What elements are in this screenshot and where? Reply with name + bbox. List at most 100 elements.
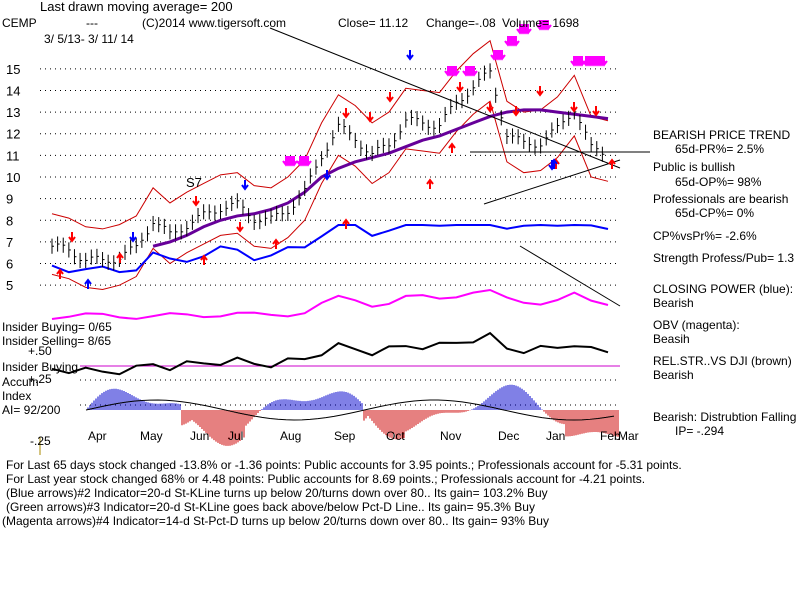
x-tick-label: Sep xyxy=(334,429,356,443)
accum-label: Accum xyxy=(2,375,39,389)
footer-line-2: For Last year stock changed 68% or 4.48 … xyxy=(6,472,646,486)
y-tick-label: 15 xyxy=(6,62,20,77)
volume-value: Volume= 1698 xyxy=(502,16,580,30)
y-tick-label: 13 xyxy=(6,105,20,120)
sell-arrow xyxy=(304,156,312,167)
insider-buying: Insider Buying= 0/65 xyxy=(2,320,112,334)
x-tick-label: Jan xyxy=(546,429,565,443)
index-label: Index xyxy=(2,389,32,403)
x-tick-label: Feb xyxy=(600,429,621,443)
buy-arrow xyxy=(550,158,558,169)
buy-arrow xyxy=(84,278,92,289)
sell-arrow xyxy=(192,196,200,207)
ma-200-line xyxy=(152,108,609,248)
footer-line-1: For Last 65 days stock changed -13.8% or… xyxy=(6,458,682,472)
change-value: Change=-.08 xyxy=(426,16,496,30)
grid-dots xyxy=(40,68,620,406)
insider-buying-2: Insider Buying xyxy=(2,360,79,374)
price-bars xyxy=(51,63,605,271)
sell-arrow xyxy=(290,156,298,167)
buy-arrow xyxy=(272,238,280,249)
sell-arrow xyxy=(129,232,137,243)
buy-arrow xyxy=(448,142,456,153)
x-tick-label: May xyxy=(140,429,163,443)
sell-arrow xyxy=(536,86,544,97)
ticker: CEMP xyxy=(2,16,37,30)
y-tick-label: 6 xyxy=(6,257,13,272)
pr-value: 65d-PR%= 2.5% xyxy=(675,142,765,156)
professionals-label: Professionals are bearish xyxy=(653,192,789,206)
sell-arrow xyxy=(512,36,520,47)
sell-arrow xyxy=(68,232,76,243)
sell-arrow xyxy=(600,56,608,67)
y-tick-label: 12 xyxy=(6,127,20,142)
y-tick-label: 8 xyxy=(6,213,13,228)
cp-value: 65d-CP%= 0% xyxy=(675,206,755,220)
cpvspr-value: CP%vsPr%= -2.6% xyxy=(653,229,757,243)
sell-arrow xyxy=(241,180,249,191)
buy-arrow xyxy=(426,178,434,189)
buy-arrow xyxy=(200,254,208,265)
ma-note: Last drawn moving average= 200 xyxy=(40,0,233,14)
sell-arrow xyxy=(524,24,532,35)
sell-arrow xyxy=(406,50,414,61)
signal-label: S7 xyxy=(186,175,202,190)
relstr-value: Bearish xyxy=(653,368,694,382)
footer-line-4: (Green arrows)#3 Indicator=20-d St-KLine… xyxy=(6,500,535,514)
sell-arrow xyxy=(342,108,350,119)
accum-index-histogram xyxy=(85,384,619,446)
y-tick-label: 10 xyxy=(6,170,20,185)
sell-arrow xyxy=(452,66,460,77)
y-tick-label: 5 xyxy=(6,278,13,293)
trendline xyxy=(519,245,621,307)
accum-plus25: +.25 xyxy=(28,372,52,386)
sell-arrow xyxy=(498,50,506,61)
signal-arrows xyxy=(56,20,616,289)
header-dashes: --- xyxy=(86,16,98,30)
obv-line xyxy=(51,288,609,320)
y-tick-label: 11 xyxy=(6,148,20,163)
strength-value: Strength Profess/Pub= 1.3 xyxy=(653,251,795,265)
sell-arrow xyxy=(570,102,578,113)
buy-arrow xyxy=(342,218,350,229)
accum-minus25: -.25 xyxy=(30,434,51,448)
ai-value: AI= 92/200 xyxy=(2,403,61,417)
obv-value: Beasih xyxy=(653,332,690,346)
sell-arrow xyxy=(386,92,394,103)
footer-line-5: (Magenta arrows)#4 Indicator=14-d St-Pct… xyxy=(2,514,549,528)
sell-arrow xyxy=(486,102,494,113)
sell-arrow xyxy=(456,82,464,93)
closing-power-title: CLOSING POWER (blue): xyxy=(653,282,794,296)
trendline xyxy=(483,159,621,205)
rel-str-line xyxy=(51,331,609,376)
insider-selling: Insider Selling= 8/65 xyxy=(2,334,112,348)
bearish-trend-label: BEARISH PRICE TREND xyxy=(653,128,791,142)
closing-power-value: Bearish xyxy=(653,296,694,310)
buy-arrow xyxy=(608,158,616,169)
sell-arrow xyxy=(323,170,331,181)
sell-arrow xyxy=(236,222,244,233)
accum-ma-line xyxy=(85,399,615,421)
y-tick-label: 7 xyxy=(6,235,13,250)
buy-arrow xyxy=(116,252,124,263)
buy-arrow xyxy=(56,268,64,279)
obv-title: OBV (magenta): xyxy=(653,318,740,332)
x-tick-label: Mar xyxy=(618,429,639,443)
accum-plus50: +.50 xyxy=(28,344,52,358)
date-range: 3/ 5/13- 3/ 11/ 14 xyxy=(44,32,134,46)
sell-arrow xyxy=(512,106,520,117)
y-axis-ticks: 15 14 13 12 11 10 9 8 7 6 5 xyxy=(6,62,20,293)
x-tick-label: Dec xyxy=(498,429,519,443)
relstr-title: REL.STR..VS DJI (brown) xyxy=(653,354,792,368)
copyright: (C)2014 www.tigersoft.com xyxy=(142,16,287,30)
x-tick-label: Jul xyxy=(228,429,243,443)
x-tick-label: Jun xyxy=(190,429,209,443)
op-value: 65d-OP%= 98% xyxy=(675,175,762,189)
y-tick-label: 9 xyxy=(6,192,13,207)
sell-arrow xyxy=(544,20,552,31)
trendline xyxy=(269,27,621,169)
x-tick-label: Aug xyxy=(280,429,301,443)
indicator-lines xyxy=(51,27,650,376)
